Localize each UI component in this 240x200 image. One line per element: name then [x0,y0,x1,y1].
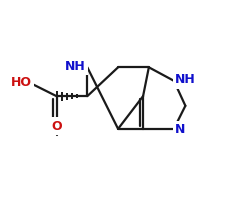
Text: NH: NH [175,73,196,86]
Text: O: O [51,120,62,133]
Text: NH: NH [175,73,196,86]
Text: NH: NH [65,60,85,73]
Text: O: O [51,120,62,133]
Text: HO: HO [11,76,31,89]
Text: N: N [175,123,185,136]
Text: HO: HO [11,76,31,89]
Text: N: N [175,123,185,136]
Text: NH: NH [65,60,85,73]
